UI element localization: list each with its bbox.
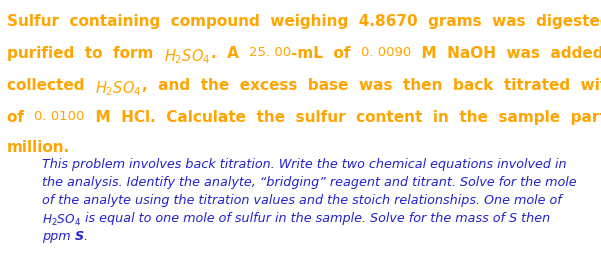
Text: ,  and  the  excess  base  was  then  back  titrated  with: , and the excess base was then back titr… xyxy=(142,78,601,93)
Text: -mL  of: -mL of xyxy=(291,46,361,61)
Text: S: S xyxy=(75,230,84,243)
Text: .  A: . A xyxy=(210,46,249,61)
Text: ppm: ppm xyxy=(42,230,75,243)
Text: $\mathit{H_2SO_4}$: $\mathit{H_2SO_4}$ xyxy=(164,47,210,66)
Text: of the analyte using the titration values and the stoich relationships. One mole: of the analyte using the titration value… xyxy=(42,194,562,207)
Text: the analysis. Identify the analyte, “bridging” reagent and titrant. Solve for th: the analysis. Identify the analyte, “bri… xyxy=(42,176,576,189)
Text: M  HCl.  Calculate  the  sulfur  content  in  the  sample  parts  per: M HCl. Calculate the sulfur content in t… xyxy=(85,110,601,125)
Text: 0. 0090: 0. 0090 xyxy=(361,46,411,59)
Text: is equal to one mole of sulfur in the sample. Solve for the mass of S then: is equal to one mole of sulfur in the sa… xyxy=(81,212,551,225)
Text: $\mathit{H_2SO_4}$: $\mathit{H_2SO_4}$ xyxy=(95,79,142,98)
Text: M  NaOH  was  added  to  the: M NaOH was added to the xyxy=(411,46,601,61)
Text: Sulfur  containing  compound  weighing  4.8670  grams  was  digested  and: Sulfur containing compound weighing 4.86… xyxy=(7,14,601,29)
Text: This problem involves back titration. Write the two chemical equations involved : This problem involves back titration. Wr… xyxy=(42,158,567,171)
Text: $\mathit{H_2SO_4}$: $\mathit{H_2SO_4}$ xyxy=(42,213,81,228)
Text: .: . xyxy=(84,230,88,243)
Text: 25. 00: 25. 00 xyxy=(249,46,291,59)
Text: 0. 0100: 0. 0100 xyxy=(34,110,85,123)
Text: million.: million. xyxy=(7,140,70,155)
Text: of: of xyxy=(7,110,34,125)
Text: collected: collected xyxy=(7,78,95,93)
Text: purified  to  form: purified to form xyxy=(7,46,164,61)
